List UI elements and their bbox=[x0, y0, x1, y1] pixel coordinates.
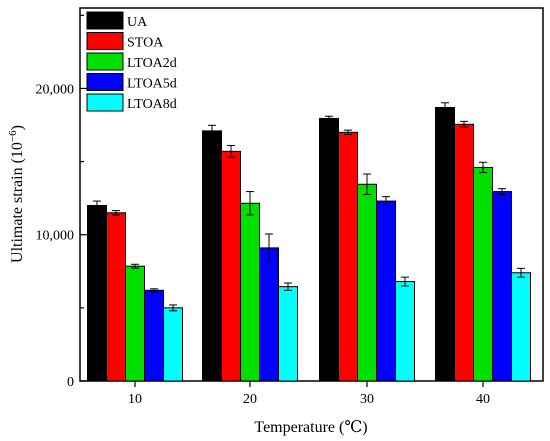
bar-LTOA2d-10 bbox=[125, 265, 145, 382]
error-bar-LTOA8d-30 bbox=[401, 276, 409, 287]
y-axis-label-end: ) bbox=[9, 125, 26, 130]
legend-item-LTOA5d: LTOA5d bbox=[86, 73, 177, 92]
error-bar-STOA-10 bbox=[112, 210, 120, 216]
y-axis-label-superscript: −6 bbox=[7, 130, 19, 142]
x-tick-label: 20 bbox=[243, 392, 257, 407]
error-bar-LTOA5d-40 bbox=[498, 188, 506, 195]
bar-STOA-40 bbox=[454, 123, 474, 382]
bar-STOA-30 bbox=[338, 131, 358, 382]
legend-item-UA: UA bbox=[86, 11, 148, 30]
legend-label: LTOA2d bbox=[127, 56, 177, 71]
error-bar-STOA-20 bbox=[227, 144, 235, 158]
legend-label: LTOA5d bbox=[127, 77, 177, 92]
error-bar-LTOA2d-30 bbox=[363, 173, 371, 195]
x-tick-label: 10 bbox=[128, 392, 142, 407]
y-tick-label: 10,000 bbox=[36, 229, 75, 244]
bar-LTOA2d-20 bbox=[240, 202, 260, 382]
error-bars-group bbox=[93, 102, 525, 312]
legend-item-LTOA2d: LTOA2d bbox=[86, 52, 177, 71]
legend-item-LTOA8d: LTOA8d bbox=[86, 93, 177, 112]
legend-item-STOA: STOA bbox=[86, 32, 164, 51]
error-bar-LTOA5d-30 bbox=[382, 196, 390, 206]
bar-LTOA2d-30 bbox=[357, 183, 377, 382]
x-axis-label: Temperature (℃) bbox=[254, 419, 367, 436]
bar-LTOA8d-20 bbox=[278, 286, 298, 382]
y-tick-label: 0 bbox=[67, 375, 74, 390]
bar-STOA-10 bbox=[106, 212, 126, 382]
x-axis: 10 20 30 40 bbox=[128, 381, 490, 407]
error-bar-STOA-30 bbox=[344, 129, 352, 136]
legend-label: LTOA8d bbox=[127, 97, 177, 112]
x-tick-label: 30 bbox=[360, 392, 374, 407]
legend-swatch bbox=[86, 52, 124, 71]
error-bar-LTOA2d-10 bbox=[131, 263, 139, 269]
legend-swatch bbox=[86, 32, 124, 50]
bar-LTOA5d-40 bbox=[492, 191, 512, 382]
bar-UA-30 bbox=[319, 117, 339, 382]
bar-LTOA2d-40 bbox=[473, 166, 493, 382]
legend-label: STOA bbox=[127, 36, 164, 51]
legend-label: UA bbox=[127, 15, 148, 30]
error-bar-LTOA8d-20 bbox=[284, 282, 292, 291]
x-tick-label: 40 bbox=[476, 392, 490, 407]
error-bar-LTOA2d-40 bbox=[479, 161, 487, 174]
legend-swatch bbox=[86, 73, 124, 91]
y-axis-label-main: Ultimate strain (10 bbox=[9, 142, 26, 263]
bar-LTOA8d-30 bbox=[395, 281, 415, 382]
bar-LTOA5d-30 bbox=[376, 200, 396, 382]
error-bar-UA-10 bbox=[93, 200, 101, 211]
bar-UA-10 bbox=[87, 204, 107, 382]
error-bar-LTOA5d-20 bbox=[265, 233, 273, 263]
error-bar-UA-40 bbox=[441, 102, 449, 113]
error-bar-LTOA2d-20 bbox=[246, 191, 254, 216]
error-bar-UA-30 bbox=[325, 115, 333, 122]
legend: UA STOA LTOA2d LTOA5d LTOA8d bbox=[86, 11, 177, 112]
bars-group bbox=[87, 106, 531, 382]
bar-LTOA5d-20 bbox=[259, 247, 279, 382]
plot-frame bbox=[79, 7, 544, 382]
error-bar-LTOA5d-10 bbox=[150, 288, 158, 293]
bar-LTOA8d-10 bbox=[163, 307, 183, 382]
error-bar-STOA-40 bbox=[460, 120, 468, 128]
bar-STOA-20 bbox=[221, 150, 241, 382]
bar-UA-20 bbox=[202, 130, 222, 382]
bar-LTOA8d-40 bbox=[511, 272, 531, 382]
legend-swatch bbox=[86, 93, 124, 112]
y-axis-label: Ultimate strain (10−6) bbox=[7, 125, 26, 263]
error-bar-UA-20 bbox=[208, 124, 216, 137]
legend-swatch bbox=[86, 11, 124, 30]
y-axis: 0 10,000 20,000 bbox=[36, 14, 87, 390]
y-tick-label: 20,000 bbox=[36, 82, 75, 97]
bar-LTOA5d-10 bbox=[144, 289, 164, 382]
bar-UA-40 bbox=[435, 106, 455, 382]
error-bar-LTOA8d-10 bbox=[169, 304, 177, 312]
error-bar-LTOA8d-40 bbox=[517, 267, 525, 278]
